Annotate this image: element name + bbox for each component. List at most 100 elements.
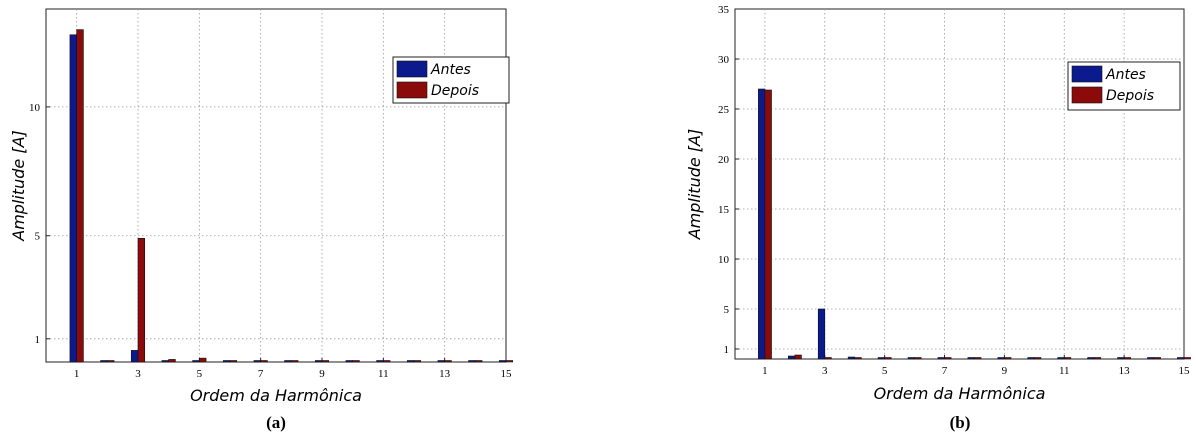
bar-antes-15 [498, 360, 507, 363]
bar-depois-9 [321, 360, 330, 363]
bar-antes-15 [1177, 357, 1185, 360]
y-tick-label: 20 [718, 154, 730, 166]
bar-depois-12 [1093, 357, 1102, 360]
bar-antes-11 [1057, 357, 1065, 360]
bar-antes-12 [406, 360, 415, 363]
bar-depois-1 [76, 29, 84, 363]
bar-depois-6 [914, 357, 922, 360]
bar-antes-9 [997, 357, 1005, 360]
bar-depois-13 [444, 360, 452, 363]
bar-antes-5 [877, 357, 885, 360]
bar-depois-4 [168, 359, 176, 363]
y-axis-label: Amplitude [A] [685, 129, 704, 241]
y-axis-label: Amplitude [A] [9, 130, 28, 242]
legend: Antes Depois [392, 56, 510, 104]
bar-antes-2 [787, 355, 796, 360]
bar-depois-5 [884, 357, 892, 360]
bar-depois-14 [475, 360, 483, 363]
bar-antes-3 [817, 308, 826, 360]
bar-antes-3 [130, 350, 139, 363]
y-tick-label: 1 [724, 344, 730, 356]
bar-antes-13 [1117, 357, 1125, 360]
legend-label-depois: Depois [1106, 88, 1154, 104]
bar-antes-14 [1147, 357, 1155, 360]
bar-depois-11 [1063, 357, 1072, 360]
bar-antes-8 [284, 360, 292, 363]
bar-depois-4 [854, 357, 862, 360]
bar-depois-3 [824, 357, 832, 360]
bar-depois-9 [1004, 357, 1012, 360]
bar-antes-10 [345, 360, 353, 363]
bar-depois-8 [974, 357, 982, 360]
bar-depois-5 [199, 357, 207, 363]
bar-depois-6 [229, 360, 238, 363]
bar-depois-13 [1123, 357, 1132, 360]
x-tick-label: 9 [319, 368, 325, 380]
bar-antes-8 [967, 357, 975, 360]
bar-depois-14 [1153, 357, 1161, 360]
x-axis-label: Ordem da Harmônica [190, 386, 362, 405]
legend-swatch-antes [1071, 65, 1103, 83]
bar-depois-3 [137, 238, 146, 363]
legend-swatch-antes [396, 60, 428, 78]
legend-swatch-depois [1071, 86, 1103, 104]
bar-antes-12 [1087, 357, 1095, 360]
x-tick-label: 11 [1059, 365, 1070, 377]
bar-antes-4 [847, 356, 856, 360]
bar-depois-1 [764, 89, 772, 360]
y-tick-label: 5 [724, 304, 730, 316]
bar-antes-13 [437, 360, 445, 363]
panel-caption: (a) [266, 413, 286, 432]
bar-antes-1 [758, 88, 766, 360]
bar-antes-6 [222, 360, 231, 363]
x-tick-label: 1 [762, 365, 768, 377]
bar-depois-10 [1034, 357, 1042, 360]
bar-depois-2 [107, 360, 115, 363]
y-tick-label: 10 [29, 102, 41, 114]
legend: Antes Depois [1067, 61, 1181, 111]
x-tick-label: 3 [135, 368, 141, 380]
bar-depois-10 [352, 360, 360, 363]
x-tick-label: 3 [822, 365, 828, 377]
y-tick-label: 15 [718, 204, 730, 216]
bar-depois-7 [944, 357, 952, 360]
bar-antes-7 [253, 360, 261, 363]
y-tick-label: 10 [718, 254, 730, 266]
bar-antes-7 [937, 357, 945, 360]
x-tick-label: 9 [1002, 365, 1008, 377]
y-tick-label: 1 [35, 334, 41, 346]
y-tick-label: 5 [35, 231, 41, 243]
x-tick-label: 5 [197, 368, 203, 380]
x-tick-label: 11 [378, 368, 389, 380]
y-tick-label: 35 [718, 4, 730, 16]
bar-depois-7 [260, 360, 268, 363]
legend-label-depois: Depois [431, 83, 479, 99]
bar-antes-4 [161, 360, 169, 363]
x-tick-label: 1 [74, 368, 80, 380]
x-tick-label: 13 [439, 368, 451, 380]
bar-depois-8 [291, 360, 299, 363]
legend-swatch-depois [396, 81, 428, 99]
bar-antes-9 [314, 360, 323, 363]
bar-depois-2 [794, 354, 802, 360]
x-axis-label: Ordem da Harmônica [874, 384, 1046, 403]
bar-antes-10 [1027, 357, 1035, 360]
x-tick-label: 7 [258, 368, 264, 380]
panel-caption: (b) [950, 413, 971, 432]
x-tick-label: 7 [942, 365, 948, 377]
bar-depois-11 [383, 360, 391, 363]
bar-antes-6 [907, 357, 915, 360]
bar-antes-5 [192, 360, 200, 363]
x-tick-label: 13 [1119, 365, 1131, 377]
bar-depois-12 [413, 360, 422, 363]
x-tick-label: 15 [1179, 365, 1191, 377]
legend-label-antes: Antes [430, 62, 471, 78]
y-tick-label: 30 [718, 54, 730, 66]
x-tick-label: 15 [501, 368, 513, 380]
x-tick-label: 5 [882, 365, 888, 377]
legend-label-antes: Antes [1105, 67, 1146, 83]
bar-depois-15 [1183, 357, 1191, 360]
